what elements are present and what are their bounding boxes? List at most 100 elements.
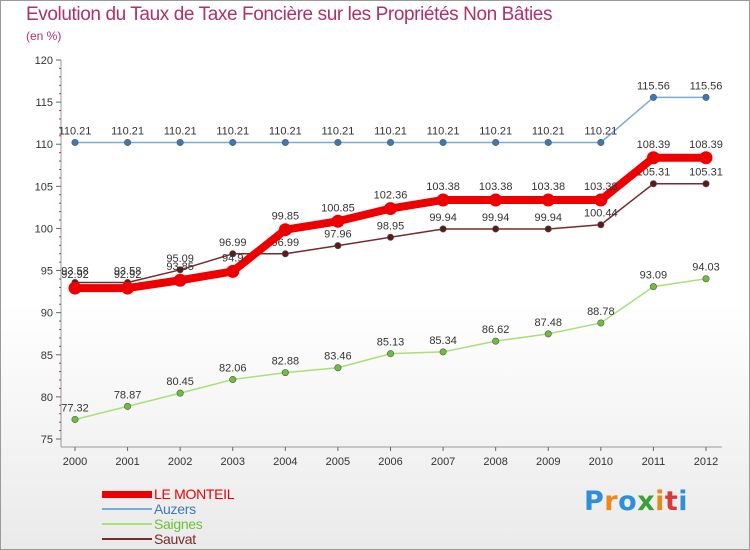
data-point-auzers xyxy=(544,138,552,146)
data-label-le-monteil: 92.92 xyxy=(114,269,142,281)
data-label-sauvat: 105.31 xyxy=(637,167,671,179)
data-point-sauvat xyxy=(544,225,552,233)
data-label-sauvat: 99.94 xyxy=(482,212,510,224)
data-point-auzers xyxy=(649,93,657,101)
series-le-monteil: 92.92 92.92 93.85 94.9 99.85 100.85 102.36 103.… xyxy=(61,139,723,295)
data-point-sauvat xyxy=(702,180,710,188)
proxiti-logo: Proxiti xyxy=(584,486,689,517)
data-point-saignes xyxy=(334,364,342,372)
data-label-saignes: 86.62 xyxy=(482,324,510,336)
legend-swatch-saignes xyxy=(102,523,152,525)
data-point-auzers xyxy=(71,138,79,146)
data-point-sauvat xyxy=(229,250,237,258)
data-point-saignes xyxy=(702,275,710,283)
y-tick-label: 95 xyxy=(41,266,53,278)
data-label-le-monteil: 92.92 xyxy=(61,269,89,281)
data-point-saignes xyxy=(124,402,132,410)
data-label-saignes: 85.13 xyxy=(377,337,405,349)
data-point-le-monteil xyxy=(384,202,397,216)
data-label-sauvat: 95.09 xyxy=(166,253,194,265)
data-label-le-monteil: 99.85 xyxy=(272,211,300,223)
data-label-auzers: 115.56 xyxy=(690,80,723,92)
y-tick-label: 85 xyxy=(41,350,53,362)
data-point-sauvat xyxy=(649,180,657,188)
data-label-auzers: 110.21 xyxy=(322,125,355,137)
data-point-auzers xyxy=(124,138,132,146)
data-point-auzers xyxy=(597,138,605,146)
data-point-le-monteil xyxy=(226,264,240,278)
data-label-auzers: 110.21 xyxy=(584,125,617,137)
data-point-le-monteil xyxy=(173,273,187,287)
data-point-sauvat xyxy=(492,225,500,233)
data-label-le-monteil: 103.38 xyxy=(531,181,565,193)
data-point-saignes xyxy=(281,369,289,377)
data-point-le-monteil xyxy=(278,223,292,237)
data-label-auzers: 110.21 xyxy=(269,125,302,137)
data-point-saignes xyxy=(544,330,552,338)
data-label-saignes: 83.46 xyxy=(324,351,352,363)
data-label-le-monteil: 103.38 xyxy=(479,181,513,193)
data-point-saignes xyxy=(386,350,394,358)
x-tick-label: 2005 xyxy=(326,456,350,468)
data-label-sauvat: 93.58 xyxy=(61,266,89,278)
data-label-auzers: 110.21 xyxy=(111,125,144,137)
data-label-sauvat: 99.94 xyxy=(429,212,457,224)
data-point-le-monteil xyxy=(646,151,660,165)
data-label-sauvat: 98.95 xyxy=(377,220,405,232)
x-tick-label: 2001 xyxy=(115,456,139,468)
data-label-le-monteil: 93.85 xyxy=(166,261,194,273)
legend-label-sauvat: Sauvat xyxy=(154,531,196,547)
x-tick-label: 2008 xyxy=(483,456,507,468)
data-label-le-monteil: 94.9 xyxy=(222,252,243,264)
data-label-saignes: 80.45 xyxy=(166,376,194,388)
x-tick-label: 2010 xyxy=(589,456,613,468)
data-label-le-monteil: 103.38 xyxy=(584,181,618,193)
data-point-saignes xyxy=(439,348,447,356)
data-label-sauvat: 97.96 xyxy=(324,229,352,241)
data-point-auzers xyxy=(386,138,394,146)
data-point-sauvat xyxy=(386,233,394,241)
data-label-le-monteil: 108.39 xyxy=(637,139,671,151)
data-label-auzers: 110.21 xyxy=(479,125,512,137)
data-point-auzers xyxy=(281,138,289,146)
data-label-sauvat: 93.58 xyxy=(114,266,142,278)
data-point-auzers xyxy=(229,138,237,146)
data-point-le-monteil xyxy=(68,281,82,295)
data-label-saignes: 93.09 xyxy=(640,270,668,282)
data-label-saignes: 82.06 xyxy=(219,363,247,375)
series-line-saignes xyxy=(74,277,707,421)
legend-label-saignes: Saignes xyxy=(154,516,203,532)
data-label-auzers: 110.21 xyxy=(374,125,407,137)
x-tick-label: 2009 xyxy=(536,456,560,468)
data-label-le-monteil: 102.36 xyxy=(374,190,408,202)
x-tick-label: 2006 xyxy=(378,456,402,468)
x-tick-label: 2003 xyxy=(221,456,245,468)
x-tick-label: 2011 xyxy=(642,456,666,468)
y-tick-label: 120 xyxy=(35,55,53,67)
data-label-saignes: 85.34 xyxy=(429,335,457,347)
data-point-auzers xyxy=(439,138,447,146)
data-label-le-monteil: 103.38 xyxy=(426,181,460,193)
legend-label-le-monteil: LE MONTEIL xyxy=(154,486,235,502)
data-label-auzers: 110.21 xyxy=(532,125,565,137)
y-tick-label: 105 xyxy=(35,181,53,193)
data-label-auzers: 110.21 xyxy=(216,125,249,137)
data-label-sauvat: 99.94 xyxy=(534,212,562,224)
data-label-le-monteil: 100.85 xyxy=(321,202,355,214)
data-label-saignes: 77.32 xyxy=(61,402,89,414)
data-point-sauvat xyxy=(334,242,342,250)
data-label-sauvat: 100.44 xyxy=(584,208,618,220)
data-point-auzers xyxy=(334,138,342,146)
y-tick-label: 100 xyxy=(35,223,53,235)
data-label-auzers: 110.21 xyxy=(427,125,460,137)
data-label-sauvat: 105.31 xyxy=(689,167,723,179)
x-tick-label: 2012 xyxy=(694,456,718,468)
data-point-sauvat xyxy=(176,266,184,274)
data-point-saignes xyxy=(649,283,657,291)
y-tick-label: 110 xyxy=(35,139,53,151)
data-point-le-monteil xyxy=(594,193,608,207)
data-label-auzers: 115.56 xyxy=(637,80,670,92)
data-point-saignes xyxy=(229,376,237,384)
